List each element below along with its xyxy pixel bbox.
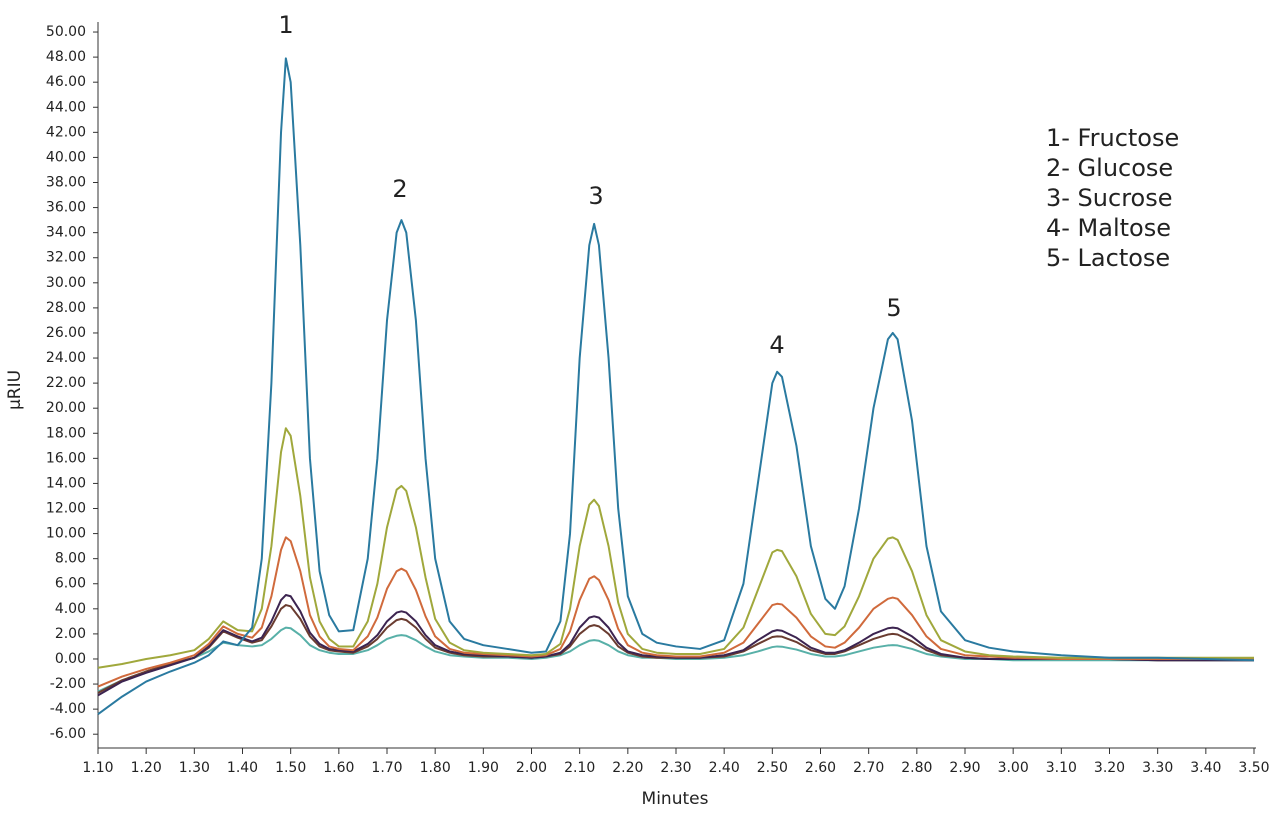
x-tick-label: 2.80	[901, 760, 932, 776]
y-tick-label: 8.00	[55, 551, 86, 567]
y-tick-label: -4.00	[50, 701, 86, 717]
legend-item: 3- Sucrose	[1046, 184, 1173, 212]
legend-item: 4- Maltose	[1046, 214, 1171, 242]
y-tick-label: 18.00	[46, 425, 86, 441]
y-tick-label: 40.00	[46, 149, 86, 165]
y-tick-label: 32.00	[46, 250, 86, 266]
y-tick-label: 22.00	[46, 375, 86, 391]
y-axis-title: μRIU	[5, 370, 25, 410]
y-tick-label: 4.00	[55, 601, 86, 617]
trace-line	[97, 604, 1254, 694]
legend-item: 5- Lactose	[1046, 244, 1170, 272]
y-tick-label: 0.00	[55, 651, 86, 667]
x-tick-label: 2.40	[709, 760, 740, 776]
trace-line	[97, 57, 1255, 715]
legend-item: 2- Glucose	[1046, 154, 1173, 182]
x-tick-label: 2.90	[949, 760, 980, 776]
x-tick-label: 2.60	[805, 760, 836, 776]
x-tick-label: 3.10	[1046, 760, 1077, 776]
peak-label: 4	[769, 331, 784, 359]
legend-item: 1- Fructose	[1046, 124, 1179, 152]
y-tick-label: 44.00	[46, 99, 86, 115]
y-tick-label: 38.00	[46, 174, 86, 190]
y-tick-label: 6.00	[55, 576, 86, 592]
trace-line	[97, 594, 1254, 697]
x-tick-label: 3.40	[1190, 760, 1221, 776]
peak-label: 1	[278, 11, 293, 39]
x-tick-label: 1.90	[468, 760, 499, 776]
y-tick-label: 10.00	[46, 526, 86, 542]
y-tick-label: 30.00	[46, 275, 86, 291]
x-tick-label: 1.30	[179, 760, 210, 776]
y-tick-label: 24.00	[46, 350, 86, 366]
y-tick-label: -2.00	[50, 676, 86, 692]
y-tick-label: 16.00	[46, 450, 86, 466]
x-tick-label: 2.50	[757, 760, 788, 776]
y-tick-label: 46.00	[46, 74, 86, 90]
y-tick-label: 36.00	[46, 200, 86, 216]
x-tick-label: 1.60	[323, 760, 354, 776]
peak-label: 5	[886, 294, 901, 322]
y-tick-label: -6.00	[50, 726, 86, 742]
y-tick-label: 12.00	[46, 501, 86, 517]
y-tick-label: 2.00	[55, 626, 86, 642]
x-tick-label: 3.30	[1142, 760, 1173, 776]
x-tick-label: 2.30	[660, 760, 691, 776]
x-tick-label: 1.10	[82, 760, 113, 776]
trace-line	[97, 427, 1254, 669]
x-tick-label: 2.00	[516, 760, 547, 776]
x-tick-label: 2.20	[612, 760, 643, 776]
peak-label: 3	[588, 182, 603, 210]
x-tick-label: 2.10	[564, 760, 595, 776]
y-tick-label: 26.00	[46, 325, 86, 341]
x-tick-label: 3.50	[1238, 760, 1269, 776]
y-tick-label: 48.00	[46, 49, 86, 65]
peak-label: 2	[392, 175, 407, 203]
y-tick-label: 20.00	[46, 400, 86, 416]
trace-line	[97, 536, 1254, 688]
x-tick-label: 1.40	[227, 760, 258, 776]
y-tick-label: 34.00	[46, 225, 86, 241]
y-tick-label: 14.00	[46, 475, 86, 491]
x-tick-label: 3.20	[1094, 760, 1125, 776]
y-tick-label: 50.00	[46, 24, 86, 40]
y-tick-label: 42.00	[46, 124, 86, 140]
y-tick-label: 28.00	[46, 300, 86, 316]
x-tick-label: 3.00	[998, 760, 1029, 776]
x-tick-label: 1.80	[420, 760, 451, 776]
x-tick-label: 1.70	[371, 760, 402, 776]
x-tick-label: 1.50	[275, 760, 306, 776]
x-tick-label: 1.20	[131, 760, 162, 776]
trace-line	[97, 626, 1254, 693]
x-tick-label: 2.70	[853, 760, 884, 776]
x-axis-title: Minutes	[642, 789, 709, 809]
